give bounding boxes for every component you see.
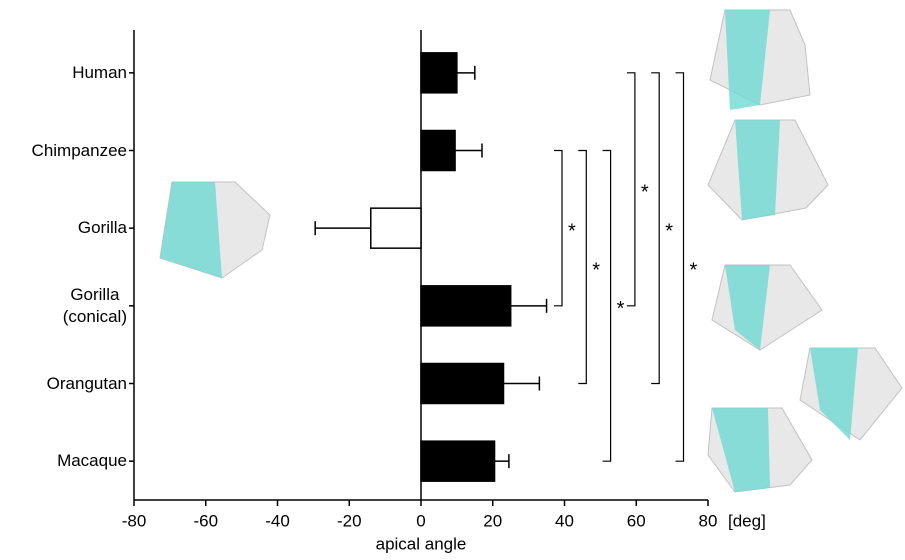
significance-label: *	[568, 220, 576, 242]
y-tick-label: Chimpanzee	[32, 140, 127, 162]
specimen-images	[160, 10, 902, 492]
y-tick-label: Human	[72, 62, 127, 84]
bar	[421, 53, 457, 93]
x-tick-label: 40	[555, 511, 574, 530]
x-tick-label: 20	[483, 511, 502, 530]
chart: apical angle [deg] -80 -60 -40 -20 0 20 40 60 80…	[0, 0, 905, 560]
significance-bracket	[651, 73, 659, 384]
x-tick-label: -80	[122, 511, 147, 530]
bar	[421, 364, 504, 404]
significance-bracket	[603, 151, 611, 462]
x-tick-label: 80	[699, 511, 718, 530]
significance-bracket	[578, 151, 586, 384]
significance-bracket	[627, 73, 635, 306]
y-tick-label: Macaque	[57, 450, 127, 472]
significance-bracket	[554, 151, 562, 306]
y-tick-label: Orangutan	[47, 373, 127, 395]
y-tick-label: Gorilla (conical)	[63, 284, 127, 328]
x-tick-label: -40	[265, 511, 290, 530]
page: apical angle [deg] -80 -60 -40 -20 0 20 40 60 80…	[0, 0, 905, 560]
x-tick-label: 60	[627, 511, 646, 530]
bar	[371, 208, 421, 248]
y-tick-label: Gorilla	[78, 217, 127, 239]
x-unit-label: [deg]	[728, 511, 766, 530]
x-tick-label: -20	[337, 511, 362, 530]
significance-label: *	[592, 259, 600, 281]
x-tick-label: 0	[416, 511, 425, 530]
significance-bracket	[676, 73, 684, 461]
significance-label: *	[641, 182, 649, 204]
x-tick-label: -60	[193, 511, 218, 530]
bar	[421, 286, 511, 326]
x-axis-label: apical angle	[376, 534, 467, 553]
bar	[421, 441, 495, 481]
significance-label: *	[690, 259, 698, 281]
bar	[421, 131, 455, 171]
significance-label: *	[617, 298, 625, 320]
significance-label: *	[665, 220, 673, 242]
